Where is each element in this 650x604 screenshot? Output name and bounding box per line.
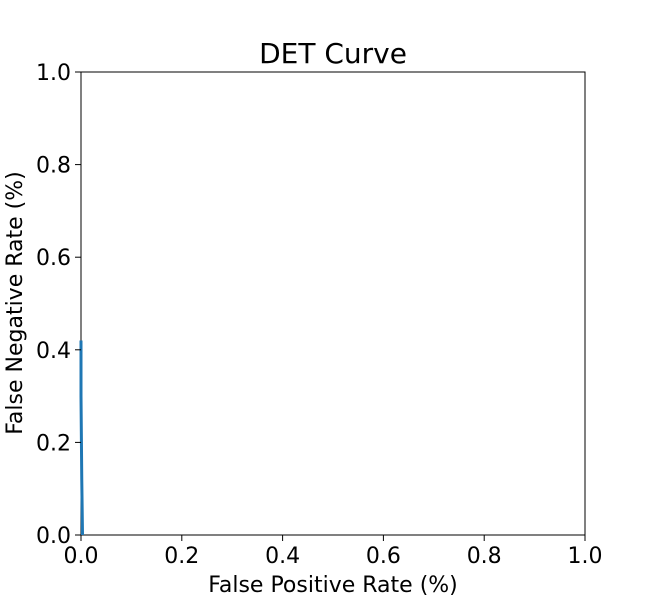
x-tick-label: 1.0 — [568, 544, 603, 569]
x-tick-label: 0.6 — [366, 544, 401, 569]
y-tick-label: 0.4 — [36, 339, 71, 364]
x-tick-label: 0.8 — [467, 544, 502, 569]
y-tick-label: 0.2 — [36, 431, 71, 456]
y-tick-label: 0.8 — [36, 154, 71, 179]
y-tick-label: 0.0 — [36, 524, 71, 549]
y-tick-label: 1.0 — [36, 61, 71, 86]
series-layer — [79, 340, 85, 536]
y-tick-label: 0.6 — [36, 246, 71, 271]
x-tick-label: 0.2 — [164, 544, 199, 569]
y-axis-ticks: 0.0 0.2 0.4 0.6 0.8 1.0 — [36, 61, 81, 549]
det-curve-line — [79, 340, 85, 536]
x-tick-label: 0.4 — [265, 544, 300, 569]
plot-frame — [80, 71, 586, 536]
x-axis-ticks: 0.0 0.2 0.4 0.6 0.8 1.0 — [64, 535, 603, 569]
x-axis-label: False Positive Rate (%) — [208, 573, 458, 598]
x-tick-label: 0.0 — [64, 544, 99, 569]
plot-area — [79, 71, 586, 536]
y-axis-label: False Negative Rate (%) — [3, 171, 28, 434]
chart-title: DET Curve — [259, 37, 407, 70]
